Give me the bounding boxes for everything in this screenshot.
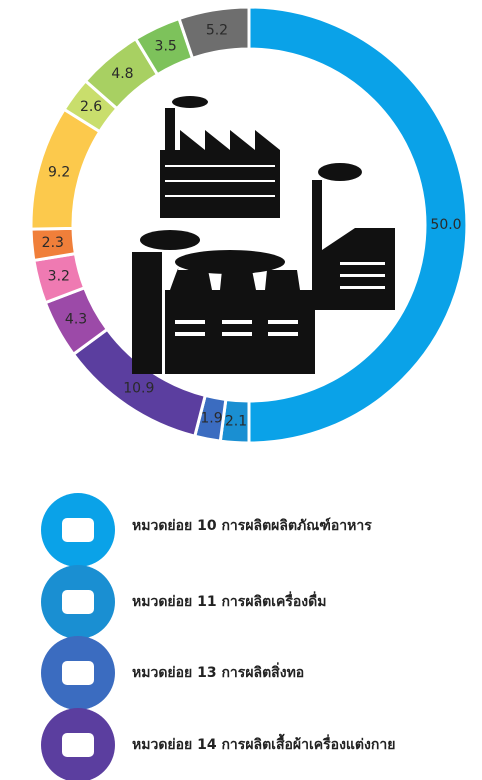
value-label: 2.3 bbox=[42, 235, 64, 251]
donut-segment bbox=[177, 5, 251, 61]
value-label: 10.9 bbox=[123, 380, 154, 396]
legend-glyph bbox=[62, 590, 94, 614]
donut: 50.0 2.11.9 10.9 4.3 3.2 2.3 9.2 2.6 4.8 3.5 5.2 bbox=[29, 5, 469, 445]
value-label: 5.2 bbox=[206, 23, 228, 39]
legend-label: หมวดย่อย 11 การผลิตเครื่องดื่ม bbox=[132, 591, 326, 610]
legend-label: หมวดย่อย 10 การผลิตผลิตภัณฑ์อาหาร bbox=[132, 517, 372, 534]
value-label: 1.9 bbox=[200, 410, 222, 426]
value-label: 9.2 bbox=[48, 164, 70, 180]
legend-glyph bbox=[62, 661, 94, 685]
legend-label: หมวดย่อย 13 การผลิตสิ่งทอ bbox=[132, 662, 304, 681]
legend-label: หมวดย่อย 14 การผลิตเสื้อผ้าเครื่องแต่งกา… bbox=[132, 733, 395, 753]
value-label: 4.3 bbox=[65, 311, 87, 327]
factory-icon bbox=[132, 96, 395, 374]
value-label: 2.1 bbox=[225, 414, 247, 430]
value-label: 3.5 bbox=[155, 38, 177, 54]
donut-segment bbox=[247, 5, 469, 445]
legend-glyph bbox=[62, 518, 94, 542]
value-label: 3.2 bbox=[48, 268, 70, 284]
legend-glyph bbox=[62, 733, 94, 757]
value-label: 4.8 bbox=[111, 66, 133, 82]
value-label: 50.0 bbox=[430, 217, 461, 233]
value-label: 2.6 bbox=[80, 99, 102, 115]
